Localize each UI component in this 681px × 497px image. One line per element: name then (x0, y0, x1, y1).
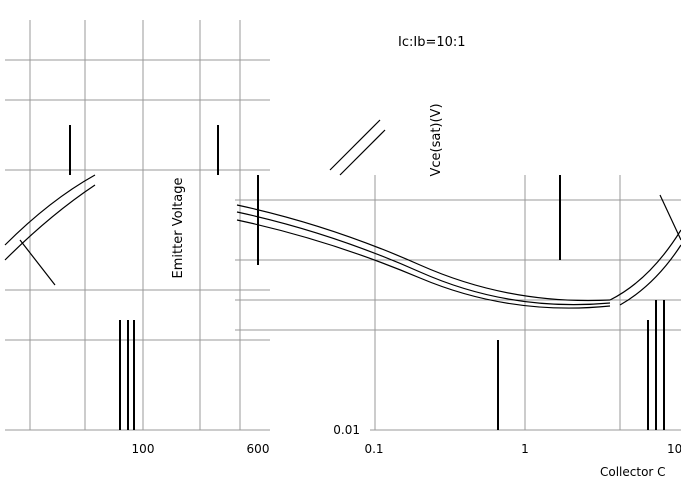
x-tick-label: 10 (667, 442, 681, 456)
y-tick-label: 0.01 (333, 423, 360, 437)
left-axis-label: Emitter Voltage (171, 178, 186, 279)
x-tick-label: 1 (521, 442, 529, 456)
x-tick-label: 600 (247, 442, 270, 456)
x-axis-label-partial: Collector C (600, 465, 666, 479)
screenshot: Ic:Ib=10:1 Vce(sat)(V) Emitter Voltage C… (0, 0, 681, 497)
x-tick-label: 0.1 (364, 442, 383, 456)
x-tick-label: 100 (132, 442, 155, 456)
ratio-label: Ic:Ib=10:1 (398, 35, 466, 50)
y-axis-label: Vce(sat)(V) (429, 103, 444, 176)
